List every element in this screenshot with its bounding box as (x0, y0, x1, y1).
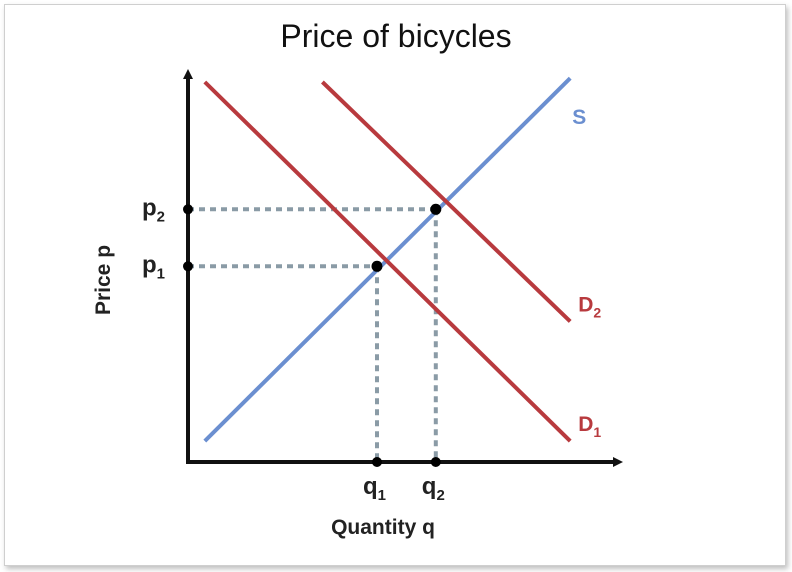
chart-title: Price of bicycles (280, 18, 512, 54)
x-axis-label: Quantity q (331, 516, 435, 539)
equilibrium-point-E1 (371, 260, 383, 272)
curve-D1 (203, 80, 572, 443)
equilibrium-point-E2 (430, 203, 442, 215)
y-tick-label-p2: p2 (142, 194, 165, 225)
x-tick-label-q1: q1 (363, 473, 386, 504)
curve-label-S: S (572, 106, 586, 129)
x-tick-dot-E2 (430, 457, 441, 467)
curve-D2 (321, 80, 572, 323)
curve-label-D1: D1 (578, 413, 601, 440)
x-tick-label-q2: q2 (422, 473, 445, 504)
chart-frame (4, 4, 786, 566)
y-tick-label-p1: p1 (142, 251, 165, 282)
y-axis-label: Price p (92, 245, 115, 315)
curve-label-D2: D2 (578, 293, 601, 320)
y-tick-dot-E2 (183, 204, 193, 215)
x-tick-dot-E1 (372, 457, 382, 467)
y-tick-dot-E1 (183, 261, 193, 272)
